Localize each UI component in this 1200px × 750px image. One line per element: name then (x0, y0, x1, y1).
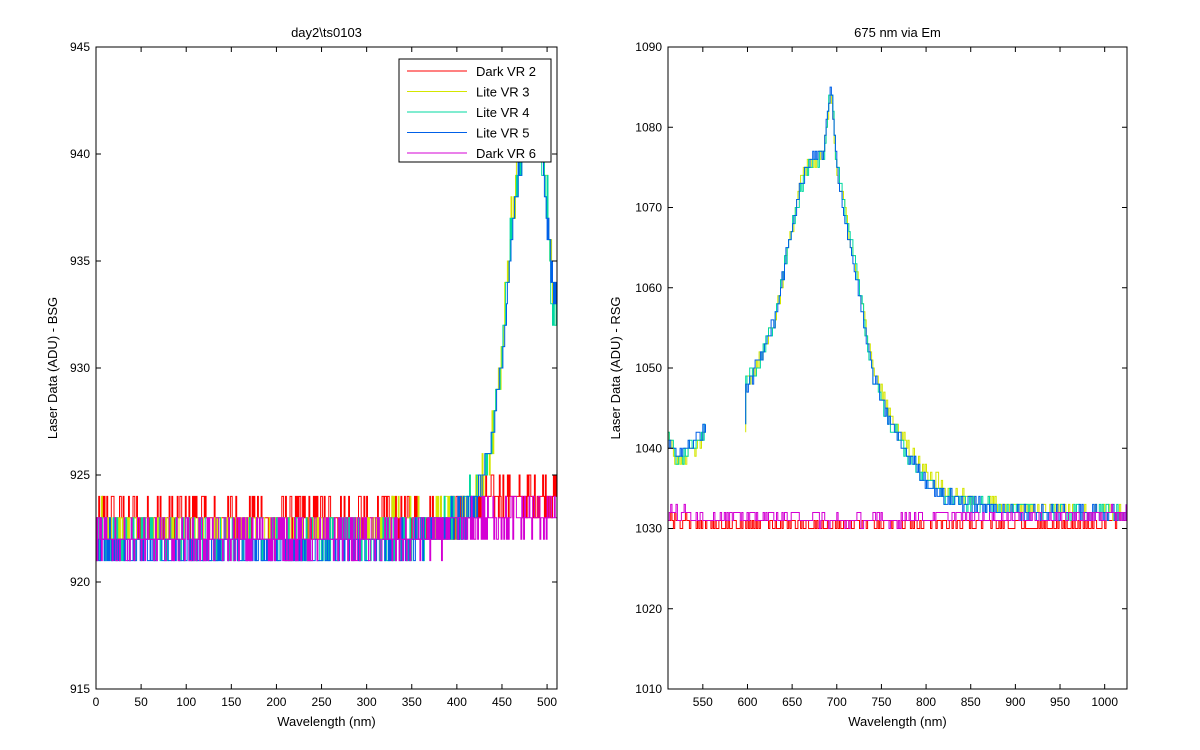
series-group (668, 86, 1127, 529)
x-tick-label: 800 (916, 695, 936, 709)
y-tick-label: 915 (70, 682, 90, 696)
legend-box (398, 58, 552, 163)
series-line-lite-vr-5 (745, 86, 1127, 521)
x-tick-label: 750 (871, 695, 891, 709)
legend: Dark VR 2 Lite VR 3 Lite VR 4 Lite VR 5 Dark… (398, 58, 552, 163)
legend-label: Dark VR 6 (476, 146, 536, 161)
y-tick-label: 1090 (635, 40, 662, 54)
y-tick-label: 920 (70, 575, 90, 589)
x-tick-label: 1000 (1091, 695, 1118, 709)
x-tick-label: 0 (93, 695, 100, 709)
x-tick-label: 450 (492, 695, 512, 709)
y-tick-label: 1070 (635, 201, 662, 215)
x-tick-label: 350 (402, 695, 422, 709)
y-axis-label: Laser Data (ADU) - BSG (45, 297, 60, 439)
x-tick-label: 500 (537, 695, 557, 709)
x-tick-label: 150 (221, 695, 241, 709)
x-axis-label: Wavelength (nm) (277, 714, 376, 729)
x-axis-label: Wavelength (nm) (848, 714, 947, 729)
x-tick-label: 900 (1005, 695, 1025, 709)
chart-2: 550 600 650 700 750 800 850 900 950 1000 1010 1020 1… (608, 25, 1128, 729)
series-line-lite-vr-3 (745, 94, 1127, 521)
y-tick-label: 1030 (635, 522, 662, 536)
legend-label: Lite VR 3 (476, 85, 529, 100)
legend-label: Lite VR 5 (476, 126, 529, 141)
y-tick-label: 1080 (635, 120, 662, 134)
x-tick-label: 200 (266, 695, 286, 709)
x-tick-label: 600 (737, 695, 757, 709)
y-tick-label: 1040 (635, 441, 662, 455)
series-group (96, 110, 557, 562)
y-axis-label: Laser Data (ADU) - RSG (608, 296, 623, 439)
y-tick-label: 1060 (635, 281, 662, 295)
x-tick-label: 250 (312, 695, 332, 709)
series-line-lite-vr-5 (668, 423, 706, 457)
x-tick-label: 950 (1050, 695, 1070, 709)
series-line-dark-vr-6 (96, 495, 557, 562)
y-tick-label: 935 (70, 254, 90, 268)
chart-title: day2\ts0103 (291, 25, 362, 40)
x-tick-label: 700 (827, 695, 847, 709)
plot-area (668, 47, 1127, 689)
chart-1: 0 50 100 150 200 250 300 350 400 450 500 915 920 925 9… (45, 25, 558, 729)
x-tick-label: 400 (447, 695, 467, 709)
x-tick-label: 650 (782, 695, 802, 709)
series-line-dark-vr-6 (668, 503, 1127, 529)
y-tick-label: 940 (70, 147, 90, 161)
x-tick-label: 850 (961, 695, 981, 709)
y-tick-label: 930 (70, 361, 90, 375)
y-tick-label: 1010 (635, 682, 662, 696)
x-tick-label: 100 (176, 695, 196, 709)
legend-label: Dark VR 2 (476, 64, 536, 79)
y-tick-label: 1050 (635, 361, 662, 375)
x-tick-label: 300 (357, 695, 377, 709)
x-tick-label: 550 (693, 695, 713, 709)
x-tick-label: 50 (134, 695, 148, 709)
y-tick-label: 945 (70, 40, 90, 54)
legend-label: Lite VR 4 (476, 105, 529, 120)
y-tick-label: 1020 (635, 602, 662, 616)
chart-title: 675 nm via Em (854, 25, 941, 40)
y-tick-label: 925 (70, 468, 90, 482)
